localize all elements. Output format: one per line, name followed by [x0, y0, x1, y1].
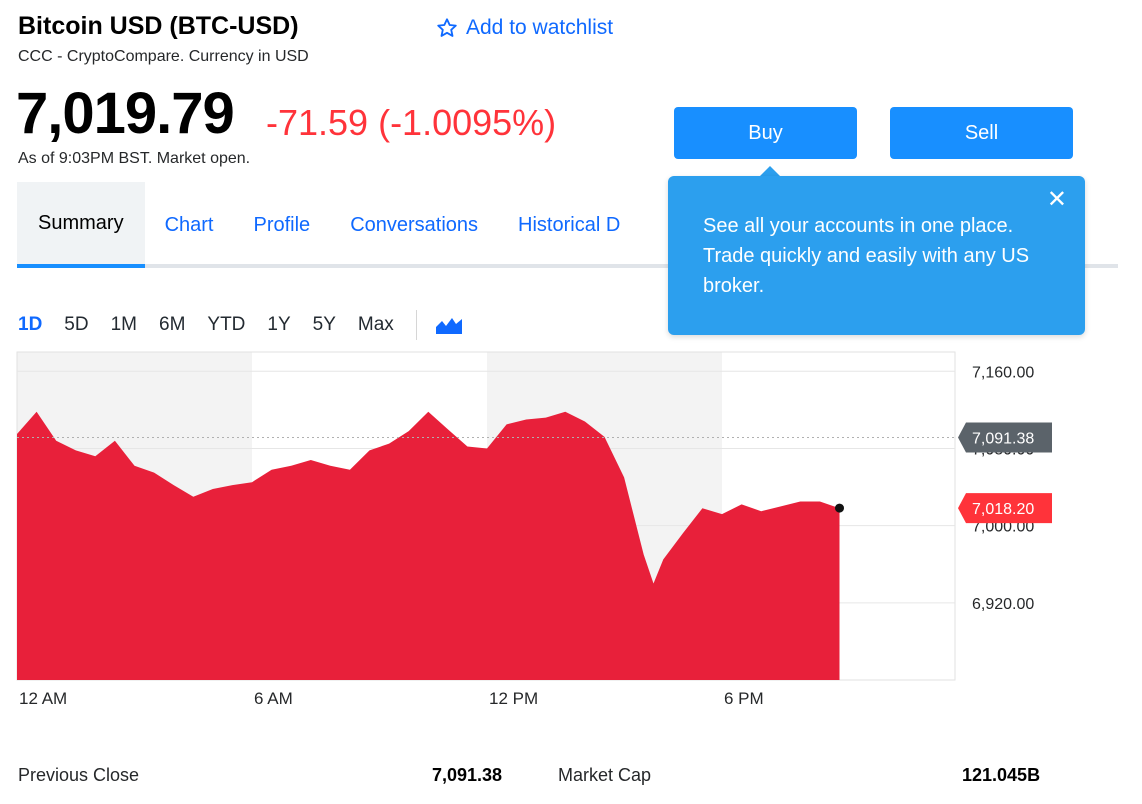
tab-profile[interactable]: Profile	[253, 213, 311, 236]
watchlist-label: Add to watchlist	[466, 16, 614, 39]
range-6m[interactable]: 6M	[159, 314, 186, 335]
quote-stats-row: Previous Close 7,091.38 Market Cap 121.0…	[0, 750, 1142, 804]
current-price-flag: 7,018.20	[958, 493, 1052, 524]
tab-historical-data[interactable]: Historical D	[518, 213, 621, 236]
range-1m[interactable]: 1M	[110, 314, 137, 335]
price-change: -71.59 (-1.0095%)	[266, 102, 557, 143]
current-price-dot	[835, 503, 844, 513]
y-tick-label: 7,160.00	[972, 364, 1034, 381]
range-selector: 1D 5D 1M 6M YTD 1Y 5Y Max	[18, 310, 463, 340]
close-icon[interactable]: ✕	[1046, 186, 1067, 213]
mountain-chart-icon[interactable]	[435, 315, 463, 335]
star-icon	[437, 18, 457, 37]
previous-close-flag-text: 7,091.38	[972, 430, 1034, 447]
currency-source: CCC - CryptoCompare. Currency in USD	[18, 48, 309, 65]
popover-arrow	[758, 166, 782, 178]
add-to-watchlist-link[interactable]: Add to watchlist	[436, 16, 613, 40]
range-5d[interactable]: 5D	[64, 314, 89, 335]
page-title: Bitcoin USD (BTC-USD)	[18, 12, 299, 40]
popover-text: See all your accounts in one place. Trad…	[703, 215, 1030, 297]
price-area-series	[17, 411, 840, 680]
tabs-divider	[17, 264, 1118, 268]
tab-chart[interactable]: Chart	[164, 213, 214, 236]
range-1y[interactable]: 1Y	[267, 314, 291, 335]
current-price-flag-bg	[958, 493, 1052, 524]
previous-close-label: Previous Close	[18, 765, 140, 785]
x-tick-label: 12 AM	[19, 689, 67, 708]
market-cap-label: Market Cap	[558, 765, 652, 785]
range-5y[interactable]: 5Y	[312, 314, 336, 335]
tab-summary[interactable]: Summary	[17, 182, 145, 268]
current-price: 7,019.79	[16, 81, 235, 146]
tab-conversations[interactable]: Conversations	[350, 213, 479, 236]
range-divider	[415, 310, 417, 340]
chart-series	[17, 411, 955, 680]
range-ytd[interactable]: YTD	[207, 314, 246, 335]
x-tick-label: 6 AM	[254, 689, 293, 708]
sell-button[interactable]: Sell	[890, 107, 1073, 159]
range-max[interactable]: Max	[357, 314, 394, 335]
market-cap-value: 121.045B	[962, 765, 1041, 785]
x-tick-label: 6 PM	[724, 689, 764, 708]
buy-button[interactable]: Buy	[674, 107, 857, 159]
broker-popover: See all your accounts in one place. Trad…	[668, 176, 1085, 335]
previous-close-value: 7,091.38	[432, 765, 503, 785]
previous-close-flag: 7,091.38	[958, 422, 1052, 453]
quote-tabs: Summary Chart Profile Conversations Hist…	[17, 182, 640, 268]
market-status: As of 9:03PM BST. Market open.	[18, 150, 251, 167]
previous-close-flag-bg	[958, 422, 1052, 453]
x-tick-label: 12 PM	[489, 689, 538, 708]
range-1d[interactable]: 1D	[18, 314, 43, 335]
current-price-flag-text: 7,018.20	[972, 501, 1034, 518]
y-tick-label: 6,920.00	[972, 596, 1034, 613]
